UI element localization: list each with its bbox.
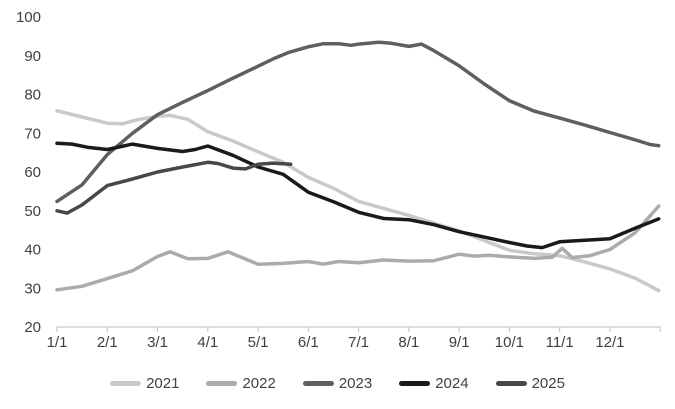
y-axis-tick-label: 30 bbox=[24, 280, 41, 297]
series-line-2023 bbox=[55, 40, 661, 204]
x-axis-tick-label: 5/1 bbox=[248, 334, 269, 351]
x-axis-tick-label: 2/1 bbox=[97, 334, 118, 351]
y-axis-tick-label: 50 bbox=[24, 203, 41, 220]
chart-plot-area: 20 30 40 50 60 70 80 90 100 1/1 2/1 3/1 4/1 5/1 6/1 7/1… bbox=[16, 9, 661, 351]
chart-legend: 2021 2022 2023 2024 2025 bbox=[0, 376, 675, 391]
x-axis-tick-label: 7/1 bbox=[348, 334, 369, 351]
legend-item-2023: 2023 bbox=[302, 375, 373, 392]
legend-item-2024: 2024 bbox=[399, 375, 469, 392]
legend-item-2025: 2025 bbox=[495, 375, 565, 392]
series-line-2022 bbox=[55, 204, 661, 292]
x-axis-tick-label: 6/1 bbox=[298, 334, 319, 351]
series-line-2025 bbox=[55, 160, 293, 215]
legend-item-2021: 2021 bbox=[110, 376, 179, 391]
y-axis-tick-label: 70 bbox=[24, 125, 41, 142]
legend-label-2025: 2025 bbox=[531, 375, 565, 392]
legend-swatch-2023 bbox=[302, 381, 334, 386]
x-axis-tick-label: 10/1 bbox=[495, 334, 524, 351]
x-axis-tick-label: 9/1 bbox=[449, 334, 470, 351]
y-axis-tick-label: 100 bbox=[16, 9, 41, 26]
y-axis-tick-label: 20 bbox=[24, 319, 41, 336]
y-axis-tick-label: 60 bbox=[24, 164, 41, 181]
legend-swatch-2025 bbox=[495, 381, 527, 386]
x-axis-tick-label: 8/1 bbox=[398, 334, 419, 351]
legend-swatch-2024 bbox=[399, 381, 431, 386]
x-axis-tick-label: 1/1 bbox=[47, 334, 68, 351]
legend-item-2022: 2022 bbox=[206, 375, 276, 392]
series-line-2021 bbox=[55, 109, 661, 293]
legend-label-2021: 2021 bbox=[146, 375, 180, 392]
y-axis-tick-label: 80 bbox=[24, 87, 41, 104]
series-line-2024 bbox=[55, 141, 661, 250]
legend-swatch-2021 bbox=[110, 381, 142, 386]
legend-swatch-2022 bbox=[206, 381, 238, 386]
x-axis-tick-label: 4/1 bbox=[197, 334, 218, 351]
x-axis-tick-label: 12/1 bbox=[595, 334, 624, 351]
legend-label-2023: 2023 bbox=[338, 375, 373, 392]
x-axis-tick-label: 3/1 bbox=[147, 334, 168, 351]
y-axis-tick-label: 40 bbox=[24, 242, 41, 259]
legend-label-2024: 2024 bbox=[435, 375, 469, 392]
legend-label-2022: 2022 bbox=[242, 375, 276, 392]
y-axis-tick-label: 90 bbox=[24, 48, 41, 65]
x-axis-tick-label: 11/1 bbox=[546, 334, 574, 351]
